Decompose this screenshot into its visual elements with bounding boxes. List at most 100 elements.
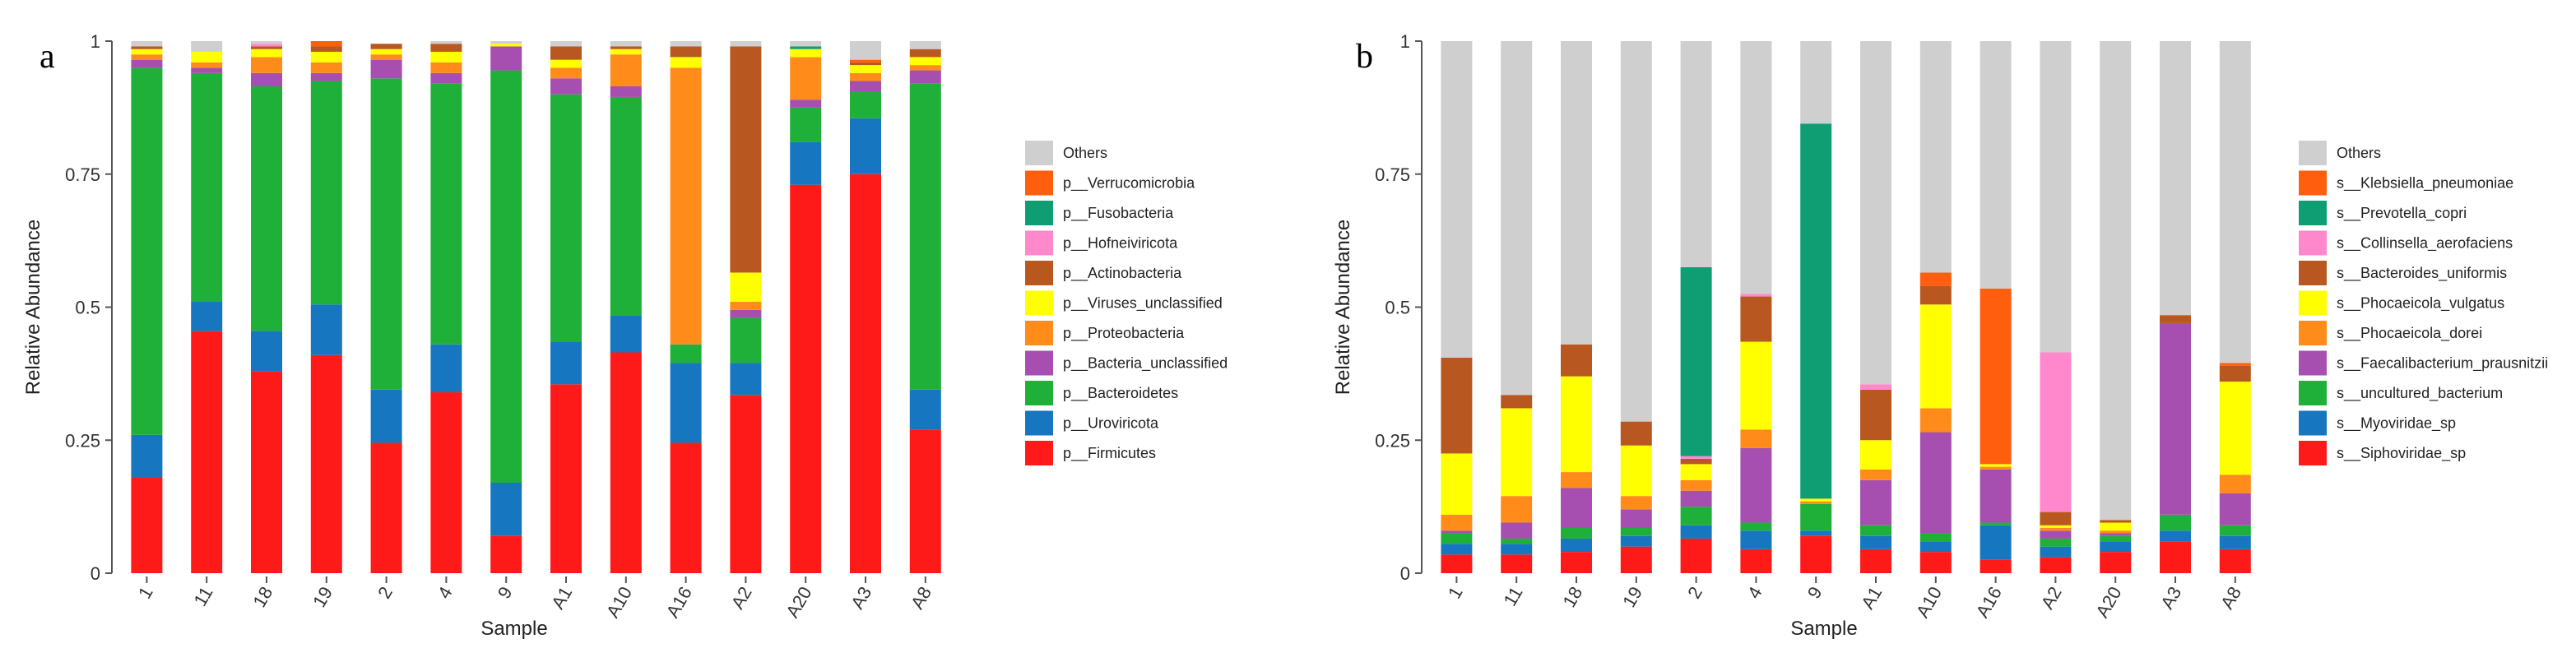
x-tick-label-11: 11 <box>189 583 216 609</box>
bar-segment-18-Others <box>251 41 282 44</box>
bar-segment-A2-s__Myoviridae_sp <box>2040 546 2072 558</box>
bar-segment-11-s__Phocaeicola_vulgatus <box>1501 408 1533 497</box>
x-tick-label-9: 9 <box>1803 583 1826 602</box>
bar-segment-11-s__uncultured_bacterium <box>1501 538 1533 544</box>
y-axis-title: Relative Abundance <box>1332 220 1354 396</box>
bar-segment-A3-Others <box>850 41 881 60</box>
bar-segment-2-s__uncultured_bacterium <box>1680 507 1712 525</box>
legend-swatch <box>2299 170 2327 196</box>
bar-segment-A8-s__Siphoviridae_sp <box>2219 549 2251 573</box>
x-tick-label-19: 19 <box>309 583 337 611</box>
y-tick-label: 0 <box>1400 563 1410 584</box>
bar-segment-9-s__Phocaeicola_vulgatus <box>1800 498 1832 502</box>
bar-segment-A20-p__Bacteroidetes <box>790 107 822 142</box>
x-tick-label-A3: A3 <box>847 583 875 613</box>
bar-segment-19-p__Uroviricota <box>310 304 342 355</box>
legend-swatch <box>2299 321 2327 345</box>
legend-swatch <box>2299 441 2327 465</box>
bar-segment-4-s__Siphoviridae_sp <box>1740 549 1772 573</box>
bar-segment-1-s__Bacteroides_uniformis <box>1441 357 1473 454</box>
legend-label: s__Faecalibacterium_prausnitzii <box>2337 355 2548 373</box>
bar-segment-A10-p__Firmicutes <box>610 352 642 573</box>
x-tick-label-4: 4 <box>434 583 457 602</box>
bar-segment-4-s__uncultured_bacterium <box>1740 522 1772 531</box>
bar-segment-18-p__Viruses_unclassified <box>251 49 282 58</box>
x-tick-label-A20: A20 <box>2091 583 2125 621</box>
bar-segment-19-s__Myoviridae_sp <box>1620 535 1652 547</box>
bar-segment-4-p__Bacteria_unclassified <box>430 72 462 84</box>
bar-segment-4-s__Myoviridae_sp <box>1740 530 1772 549</box>
bar-segment-A20-p__Firmicutes <box>790 184 822 573</box>
bar-segment-19-s__uncultured_bacterium <box>1620 528 1652 536</box>
y-tick-label: 0.5 <box>75 298 100 318</box>
bar-segment-9-s__Siphoviridae_sp <box>1800 535 1832 573</box>
bar-segment-A16-Others <box>1980 41 2012 289</box>
bar-segment-1-p__Viruses_unclassified <box>131 49 163 55</box>
bar-segment-A3-p__Uroviricota <box>850 118 881 174</box>
bar-segment-2-s__Bacteroides_uniformis <box>1680 458 1712 465</box>
bar-segment-A8-p__Bacteria_unclassified <box>909 70 941 84</box>
bar-segment-A1-Others <box>550 41 582 47</box>
bar-segment-A2-p__Firmicutes <box>730 395 762 573</box>
bar-segment-A3-p__Proteobacteria <box>850 72 881 81</box>
bar-segment-11-s__Myoviridae_sp <box>1501 544 1533 555</box>
bar-segment-4-p__Actinobacteria <box>430 44 462 52</box>
bar-segment-2-s__Myoviridae_sp <box>1680 525 1712 539</box>
y-tick-label: 0.5 <box>1385 298 1410 318</box>
bar-segment-A8-p__Bacteroidetes <box>909 83 941 390</box>
x-tick-label-A8: A8 <box>2216 583 2245 613</box>
legend-swatch <box>1025 230 1053 256</box>
bar-segment-A3-p__Actinobacteria <box>850 62 881 66</box>
legend-label: p__Firmicutes <box>1063 445 1156 462</box>
legend-label: p__Viruses_unclassified <box>1063 295 1223 312</box>
bar-segment-A20-s__Phocaeicola_dorei <box>2100 530 2132 534</box>
legend-swatch <box>1025 410 1053 436</box>
bar-segment-4-s__Phocaeicola_vulgatus <box>1740 341 1772 430</box>
legend-swatch <box>1025 321 1053 345</box>
bar-segment-A8-s__uncultured_bacterium <box>2219 525 2251 536</box>
legend-label: p__Bacteroidetes <box>1063 385 1178 402</box>
bar-segment-A16-p__Uroviricota <box>670 363 702 443</box>
bar-segment-A1-s__Myoviridae_sp <box>1860 535 1891 549</box>
bar-segment-1-p__Bacteroidetes <box>131 67 163 435</box>
bar-segment-A8-s__Faecalibacterium_prausnitzii <box>2219 493 2251 525</box>
bar-segment-A10-s__Phocaeicola_dorei <box>1919 408 1952 433</box>
bar-segment-A8-s__Klebsiella_pneumoniae <box>2219 363 2251 366</box>
bar-segment-A3-s__Faecalibacterium_prausnitzii <box>2160 322 2191 515</box>
bar-segment-18-s__Phocaeicola_vulgatus <box>1561 376 1592 473</box>
bar-segment-A2-s__Siphoviridae_sp <box>2040 557 2072 573</box>
bar-segment-A16-p__Bacteroidetes <box>670 344 702 363</box>
bar-segment-19-s__Phocaeicola_dorei <box>1620 496 1652 510</box>
bar-segment-2-p__Viruses_unclassified <box>370 49 402 55</box>
bar-segment-A2-p__Bacteria_unclassified <box>730 309 762 318</box>
bar-segment-A1-Others <box>1860 41 1891 385</box>
legend-swatch <box>1025 201 1053 225</box>
bar-segment-A10-p__Viruses_unclassified <box>610 49 642 55</box>
bar-segment-2-p__Bacteroidetes <box>370 78 402 390</box>
bar-segment-A10-s__Bacteroides_uniformis <box>1919 285 1952 305</box>
bar-segment-A2-s__uncultured_bacterium <box>2040 538 2072 547</box>
bar-segment-18-s__Bacteroides_uniformis <box>1561 344 1592 377</box>
x-axis-title: Sample <box>480 618 547 640</box>
bar-segment-18-p__Hofneiviricota <box>251 44 282 47</box>
bar-segment-2-s__Phocaeicola_dorei <box>1680 479 1712 491</box>
bar-segment-9-s__Prevotella_copri <box>1800 123 1832 499</box>
bar-segment-A16-p__Firmicutes <box>670 442 702 573</box>
bar-segment-A16-s__Myoviridae_sp <box>1980 525 2012 560</box>
bar-segment-4-s__Collinsella_aerofaciens <box>1740 294 1772 297</box>
y-tick-label: 0.25 <box>65 430 100 451</box>
bar-segment-A16-p__Actinobacteria <box>670 46 702 58</box>
bar-segment-19-Others <box>1620 41 1652 422</box>
bar-segment-1-s__Faecalibacterium_prausnitzii <box>1441 530 1473 534</box>
bar-segment-A16-p__Viruses_unclassified <box>670 57 702 68</box>
x-tick-label-1: 1 <box>1444 583 1467 602</box>
bar-segment-A2-p__Bacteroidetes <box>730 317 762 363</box>
bar-segment-A2-Others <box>730 41 762 47</box>
bar-segment-4-Others <box>430 41 462 44</box>
x-tick-label-19: 19 <box>1618 583 1646 611</box>
x-tick-label-A2: A2 <box>2037 583 2066 613</box>
bar-segment-11-p__Viruses_unclassified <box>191 51 223 62</box>
bar-segment-A1-p__Uroviricota <box>550 341 582 385</box>
